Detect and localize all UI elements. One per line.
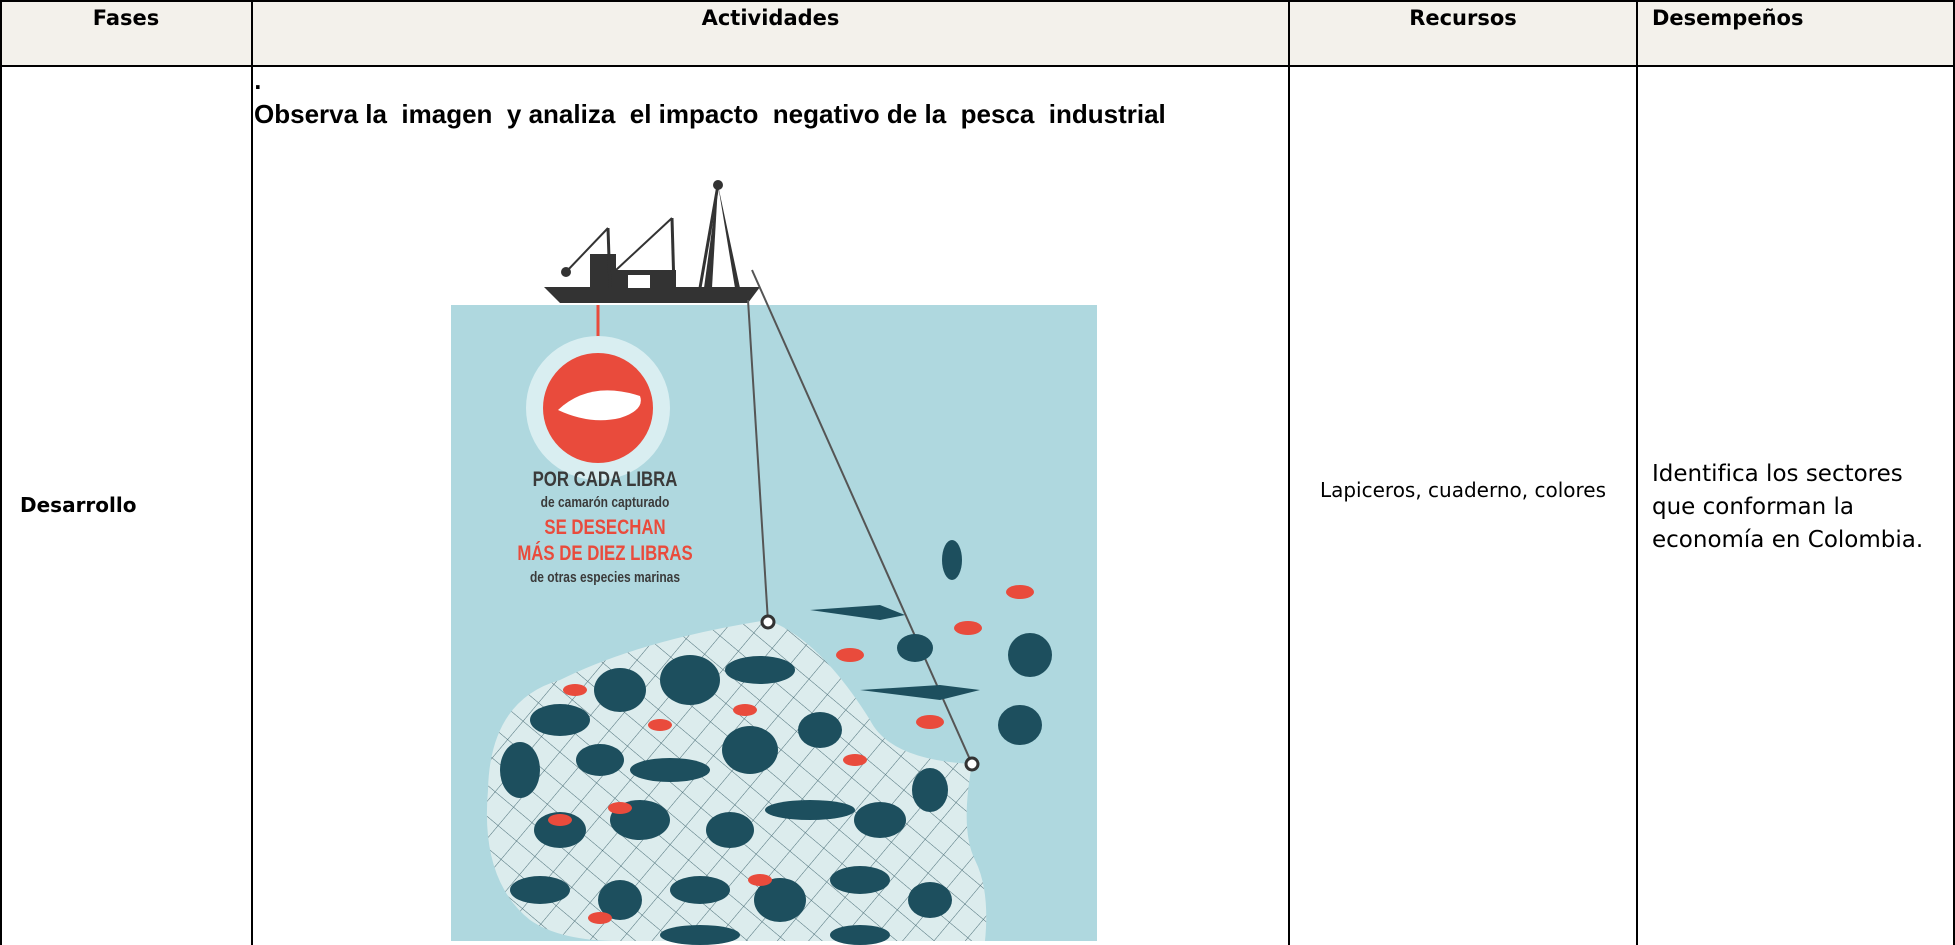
boat <box>544 180 760 303</box>
page: Fases Actividades Recursos Desempeños De… <box>0 0 1955 945</box>
net-ring <box>966 758 978 770</box>
infographic-text: MÁS DE DIEZ LIBRAS <box>517 541 692 565</box>
infographic-text: de camarón capturado <box>541 494 670 511</box>
net-ring <box>762 616 774 628</box>
infographic-text: SE DESECHAN <box>544 516 665 539</box>
infographic-text: de otras especies marinas <box>530 569 680 586</box>
infographic: POR CADA LIBRA de camarón capturado SE D… <box>0 0 1955 945</box>
infographic-text: POR CADA LIBRA <box>533 468 678 491</box>
